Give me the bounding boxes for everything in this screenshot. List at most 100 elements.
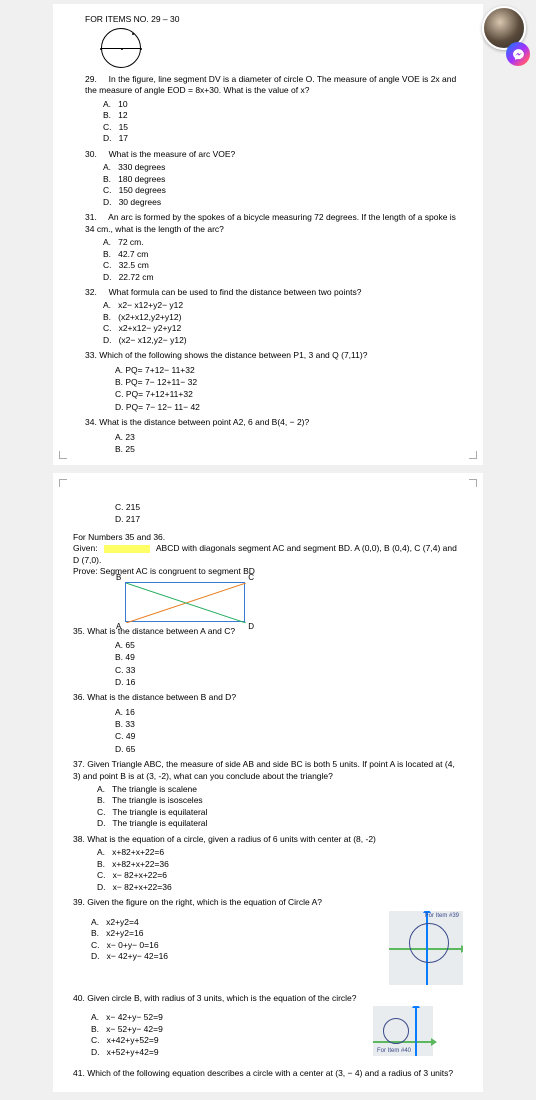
q39: 39. Given the figure on the right, which… <box>73 897 463 908</box>
page-corner-tl <box>59 479 67 487</box>
q31-text: An arc is formed by the spokes of a bicy… <box>85 212 456 233</box>
q35: 35. What is the distance between A and C… <box>73 626 463 637</box>
q29-opt-d: D. 17 <box>103 133 463 144</box>
q31-opt-c: C. 32.5 cm <box>103 260 463 271</box>
q40-text: Given circle B, with radius of 3 units, … <box>87 993 356 1003</box>
q30-opt-b: B. 180 degrees <box>103 174 463 185</box>
q34-opt-b: B. 25 <box>115 443 463 455</box>
q36: 36. What is the distance between B and D… <box>73 692 463 703</box>
q31-options: A. 72 cm. B. 42.7 cm C. 32.5 cm D. 22.72… <box>103 237 463 283</box>
q32-opt-a: A. x2− x12+y2− y12 <box>103 300 463 311</box>
q35-opt-c: C. 33 <box>115 664 463 676</box>
q29-opt-b: B. 12 <box>103 110 463 121</box>
q36-text: What is the distance between B and D? <box>87 692 236 702</box>
label-d: D <box>248 622 254 631</box>
q34-number: 34. <box>85 417 97 427</box>
q33-opt-b: B. PQ= 7− 12+11− 32 <box>115 376 463 388</box>
q33-number: 33. <box>85 350 97 360</box>
section-header: FOR ITEMS NO. 29 – 30 <box>85 14 463 24</box>
q34-options-ab: A. 23 B. 25 <box>115 431 463 456</box>
q29-opt-a: A. 10 <box>103 99 463 110</box>
q41-number: 41. <box>73 1068 85 1078</box>
section-35-36: For Numbers 35 and 36. <box>73 532 463 543</box>
q31-opt-a: A. 72 cm. <box>103 237 463 248</box>
q34-text: What is the distance between point A2, 6… <box>99 417 309 427</box>
q32-number: 32. <box>85 287 97 297</box>
messenger-button[interactable] <box>506 42 530 66</box>
q38-opt-c: C. x− 82+x+22=6 <box>97 870 463 881</box>
given-line: Given: ABCD with diagonals segment AC an… <box>73 543 463 566</box>
q31-opt-d: D. 22.72 cm <box>103 272 463 283</box>
q40: 40. Given circle B, with radius of 3 uni… <box>73 993 463 1004</box>
q37-opt-b: B. The triangle is isosceles <box>97 795 463 806</box>
graph-label-39: For Item #39 <box>425 913 459 919</box>
q39-number: 39. <box>73 897 85 907</box>
q32-text: What formula can be used to find the dis… <box>109 287 362 297</box>
q34-opt-d: D. 217 <box>115 513 463 525</box>
q34-options-cd: C. 215 D. 217 <box>115 501 463 526</box>
q41: 41. Which of the following equation desc… <box>73 1068 463 1079</box>
q29-opt-c: C. 15 <box>103 122 463 133</box>
label-b: B <box>116 573 121 582</box>
q38-opt-a: A. x+82+x+22=6 <box>97 847 463 858</box>
q35-number: 35. <box>73 626 85 636</box>
q35-text: What is the distance between A and C? <box>87 626 235 636</box>
q37-opt-d: D. The triangle is equilateral <box>97 818 463 829</box>
q30-opt-a: A. 330 degrees <box>103 162 463 173</box>
q39-text: Given the figure on the right, which is … <box>87 897 322 907</box>
prove-line: Prove: Segment AC is congruent to segmen… <box>73 566 463 577</box>
q35-opt-a: A. 65 <box>115 639 463 651</box>
q32-options: A. x2− x12+y2− y12 B. (x2+x12,y2+y12) C.… <box>103 300 463 346</box>
graph-label-40: For Item #40 <box>377 1048 411 1054</box>
q32-opt-c: C. x2+x12− y2+y12 <box>103 323 463 334</box>
q30-text: What is the measure of arc VOE? <box>109 149 236 159</box>
q34-opt-c: C. 215 <box>115 501 463 513</box>
q33-text: Which of the following shows the distanc… <box>99 350 367 360</box>
q30-opt-d: D. 30 degrees <box>103 197 463 208</box>
q41-text: Which of the following equation describe… <box>87 1068 453 1078</box>
q33-opt-d: D. PQ= 7− 12− 11− 42 <box>115 401 463 413</box>
q32: 32. What formula can be used to find the… <box>85 287 463 298</box>
circle-b-graph: For Item #40 <box>373 1006 433 1056</box>
q35-options: A. 65 B. 49 C. 33 D. 16 <box>115 639 463 688</box>
q36-opt-a: A. 16 <box>115 706 463 718</box>
q40-number: 40. <box>73 993 85 1003</box>
q38-opt-d: D. x− 82+x+22=36 <box>97 882 463 893</box>
q36-opt-b: B. 33 <box>115 718 463 730</box>
q38-opt-b: B. x+82+x+22=36 <box>97 859 463 870</box>
q36-opt-d: D. 65 <box>115 743 463 755</box>
label-a: A <box>116 622 121 631</box>
page-1: FOR ITEMS NO. 29 – 30 29. In the figure,… <box>53 4 483 465</box>
q35-opt-d: D. 16 <box>115 676 463 688</box>
q30-opt-c: C. 150 degrees <box>103 185 463 196</box>
q29-number: 29. <box>85 74 97 84</box>
q32-opt-d: D. (x2− x12,y2− y12) <box>103 335 463 346</box>
q36-number: 36. <box>73 692 85 702</box>
page-corner-br <box>469 451 477 459</box>
messenger-icon <box>512 48 525 61</box>
q38-text: What is the equation of a circle, given … <box>87 834 376 844</box>
q34-opt-a: A. 23 <box>115 431 463 443</box>
label-c: C <box>248 573 254 582</box>
given-label: Given: <box>73 543 98 553</box>
q38-options: A. x+82+x+22=6 B. x+82+x+22=36 C. x− 82+… <box>97 847 463 893</box>
q32-opt-b: B. (x2+x12,y2+y12) <box>103 312 463 323</box>
q37-opt-c: C. The triangle is equilateral <box>97 807 463 818</box>
q31-number: 31. <box>85 212 97 222</box>
q37: 37. Given Triangle ABC, the measure of s… <box>73 759 463 782</box>
yellow-highlight-box <box>104 545 150 553</box>
q33-options: A. PQ= 7+12− 11+32 B. PQ= 7− 12+11− 32 C… <box>115 364 463 413</box>
q38: 38. What is the equation of a circle, gi… <box>73 834 463 845</box>
page-2: C. 215 D. 217 For Numbers 35 and 36. Giv… <box>53 473 483 1091</box>
q37-text: Given Triangle ABC, the measure of side … <box>73 759 455 780</box>
q33-opt-c: C. PQ= 7+12+11+32 <box>115 388 463 400</box>
circle-o-diagram <box>101 28 141 68</box>
q29-text: In the figure, line segment DV is a diam… <box>85 74 456 95</box>
q30-number: 30. <box>85 149 97 159</box>
page-corner-tr <box>469 479 477 487</box>
q31: 31. An arc is formed by the spokes of a … <box>85 212 463 235</box>
q34: 34. What is the distance between point A… <box>85 417 463 428</box>
q36-opt-c: C. 49 <box>115 730 463 742</box>
q37-number: 37. <box>73 759 85 769</box>
q30: 30. What is the measure of arc VOE? <box>85 149 463 160</box>
